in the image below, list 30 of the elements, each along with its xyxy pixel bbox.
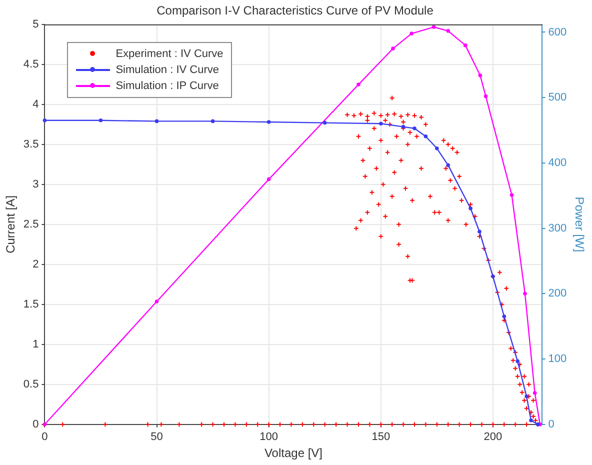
x-axis-title: Voltage [V] — [264, 446, 322, 460]
y2-tick-label: 300 — [548, 222, 567, 234]
y2-tick-label: 200 — [548, 288, 567, 300]
y-tick-label: 0 — [32, 418, 39, 430]
y-tick-label: 4 — [32, 98, 39, 110]
y-tick-label: 0.5 — [23, 378, 39, 390]
y2-tick-label: 400 — [548, 156, 567, 169]
legend-label: Simulation : IP Curve — [116, 80, 219, 92]
x-tick-label: 0 — [42, 431, 48, 444]
y-axis-title: Current [A] — [4, 195, 18, 254]
y-tick-label: 1 — [32, 338, 39, 350]
legend-label: Experiment : IV Curve — [116, 48, 224, 60]
y2-axis-title: Power [W] — [572, 196, 586, 252]
legend-label: Simulation : IV Curve — [116, 64, 220, 76]
y2-tick-label: 500 — [548, 92, 567, 104]
x-tick-label: 150 — [372, 431, 390, 444]
y2-tick-label: 0 — [548, 418, 554, 430]
chart-title: Comparison I-V Characteristics Curve of PV Module — [156, 4, 434, 18]
y-tick-label: 3.5 — [23, 138, 39, 150]
y-tick-label: 2.5 — [23, 218, 39, 230]
y-tick-label: 5 — [32, 18, 39, 30]
y-tick-label: 4.5 — [23, 58, 39, 70]
y-tick-label: 3 — [32, 178, 39, 190]
y2-tick-label: 100 — [548, 353, 567, 366]
x-tick-label: 100 — [260, 431, 278, 444]
y-tick-label: 2 — [32, 258, 39, 270]
y-tick-label: 1.5 — [23, 298, 39, 310]
x-tick-label: 50 — [150, 431, 163, 444]
x-tick-label: 200 — [484, 431, 502, 444]
y2-tick-label: 600 — [548, 26, 567, 38]
